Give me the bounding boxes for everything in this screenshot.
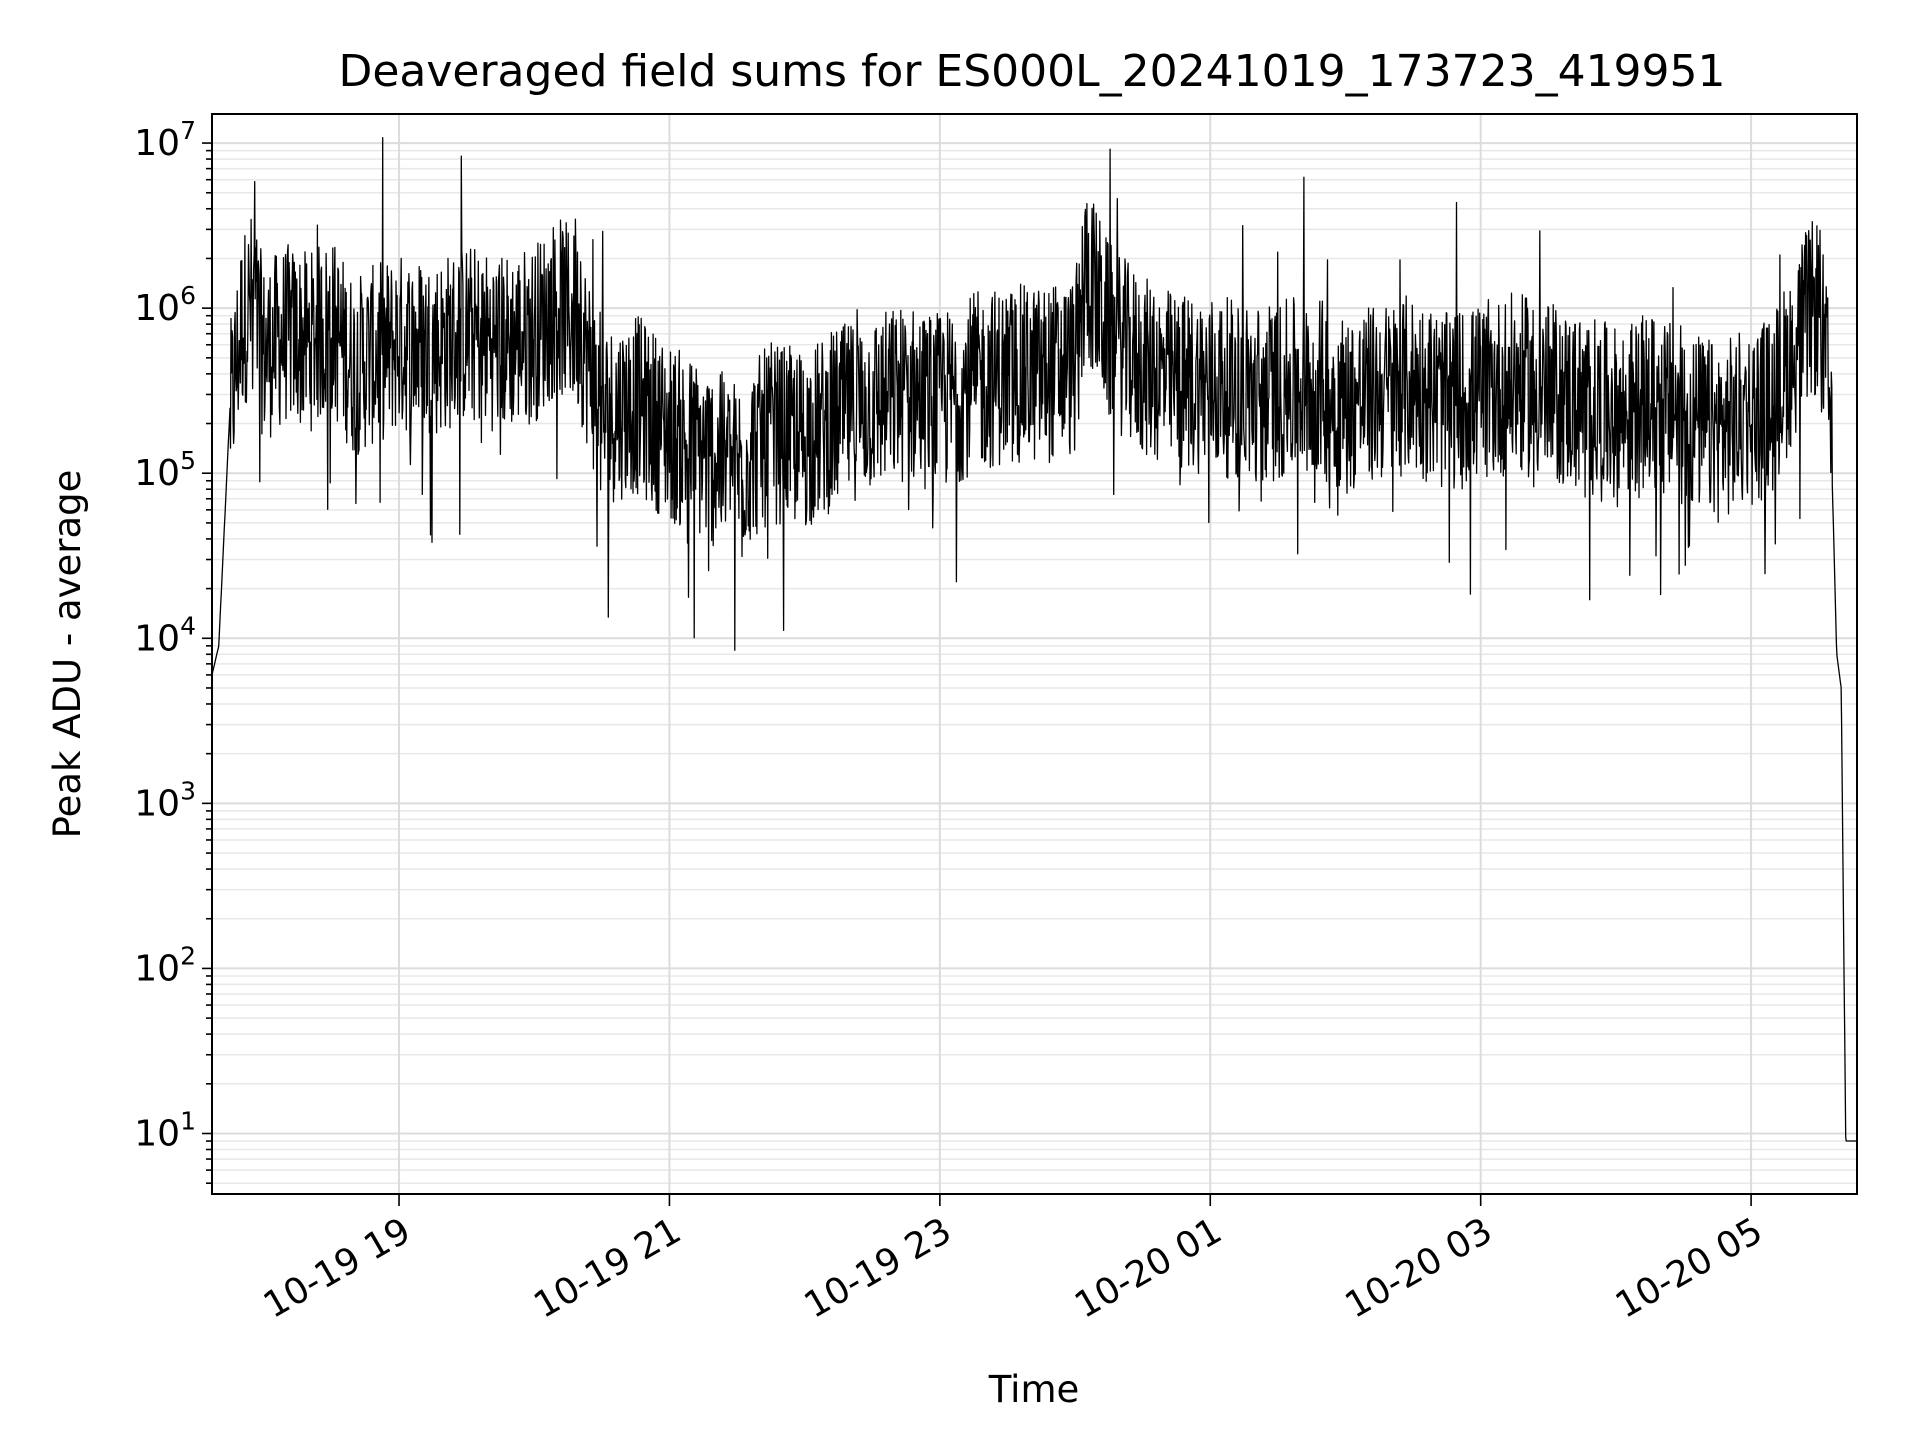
chart-title: Deaveraged field sums for ES000L_2024101…: [338, 46, 1725, 97]
y-tick-base: 10: [134, 948, 180, 989]
y-tick-exponent: 2: [180, 941, 196, 970]
y-tick-label: 105: [134, 446, 196, 494]
y-tick-exponent: 5: [180, 446, 196, 475]
y-tick-base: 10: [134, 288, 180, 329]
y-tick-base: 10: [134, 453, 180, 494]
y-tick-label: 101: [134, 1106, 196, 1154]
y-tick-base: 10: [134, 783, 180, 824]
y-tick-exponent: 6: [180, 281, 196, 310]
y-tick-base: 10: [134, 1113, 180, 1154]
y-axis-label: Peak ADU - average: [46, 470, 89, 839]
y-tick-base: 10: [134, 618, 180, 659]
y-tick-exponent: 4: [180, 611, 196, 640]
y-tick-label: 106: [134, 281, 196, 329]
y-tick-exponent: 1: [180, 1106, 196, 1135]
series-group: [211, 137, 1858, 1142]
y-tick-exponent: 7: [180, 116, 196, 145]
y-tick-label: 107: [134, 116, 196, 164]
y-tick-base: 10: [134, 123, 180, 164]
y-tick-label: 103: [134, 776, 196, 824]
data-series-line: [211, 137, 1858, 1142]
y-tick-exponent: 3: [180, 776, 196, 805]
y-tick-label: 102: [134, 941, 196, 989]
x-axis-label: Time: [988, 1368, 1080, 1411]
y-tick-label: 104: [134, 611, 196, 659]
